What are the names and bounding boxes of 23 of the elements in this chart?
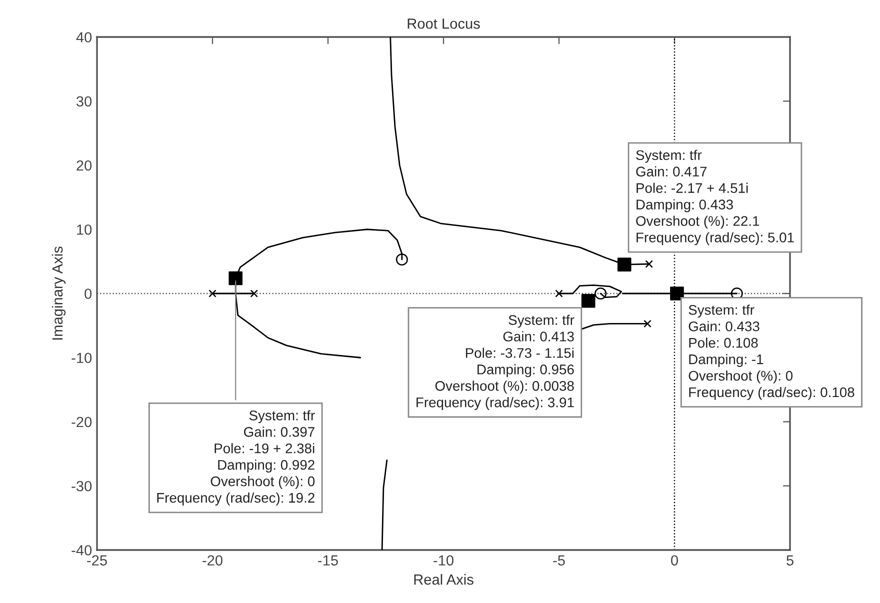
y-tick-label: 40 <box>76 32 92 42</box>
y-tick-label: 20 <box>76 160 92 171</box>
annotation: System: tfr Gain: 0.397 Pole: -19 + 2.38i Damping: 0.992 Overshoot (%): 0 Frequency (rad/sec): 19.2 <box>157 410 315 506</box>
x-tick-label: 0 <box>671 555 678 566</box>
y-tick-label: 30 <box>76 96 92 107</box>
y-axis-title: Imaginary Axis <box>52 246 66 340</box>
x-tick-label: 5 <box>786 555 794 566</box>
annotation: System: tfr Gain: 0.413 Pole: -3.73 - 1.15i Damping: 0.956 Overshoot (%): 0.0038 Frequency (rad/sec): 3.91 <box>416 314 574 410</box>
y-tick-label: -20 <box>72 416 92 428</box>
y-tick-label: 0 <box>84 288 92 299</box>
annotation: System: tfr Gain: 0.417 Pole: -2.17 + 4.51i Damping: 0.433 Overshoot (%): 22.1 Frequency (rad/sec): 5.01 <box>636 150 794 246</box>
x-tick-label: -20 <box>202 555 222 566</box>
y-tick-label: -30 <box>72 480 92 492</box>
x-axis-title: Real Axis <box>414 574 474 585</box>
y-tick-label: -40 <box>72 545 92 556</box>
x-tick-label: -10 <box>434 555 454 566</box>
annotation: System: tfr Gain: 0.433 Pole: 0.108 Damping: -1 Overshoot (%): 0 Frequency (rad/sec): 0.108 <box>688 304 854 400</box>
chart-title: Root Locus <box>408 18 480 29</box>
y-tick-label: -10 <box>72 352 92 364</box>
x-tick-label: -5 <box>553 555 565 566</box>
x-tick-label: -15 <box>318 555 338 566</box>
x-tick-label: -25 <box>87 555 107 566</box>
y-tick-label: 10 <box>77 224 92 235</box>
